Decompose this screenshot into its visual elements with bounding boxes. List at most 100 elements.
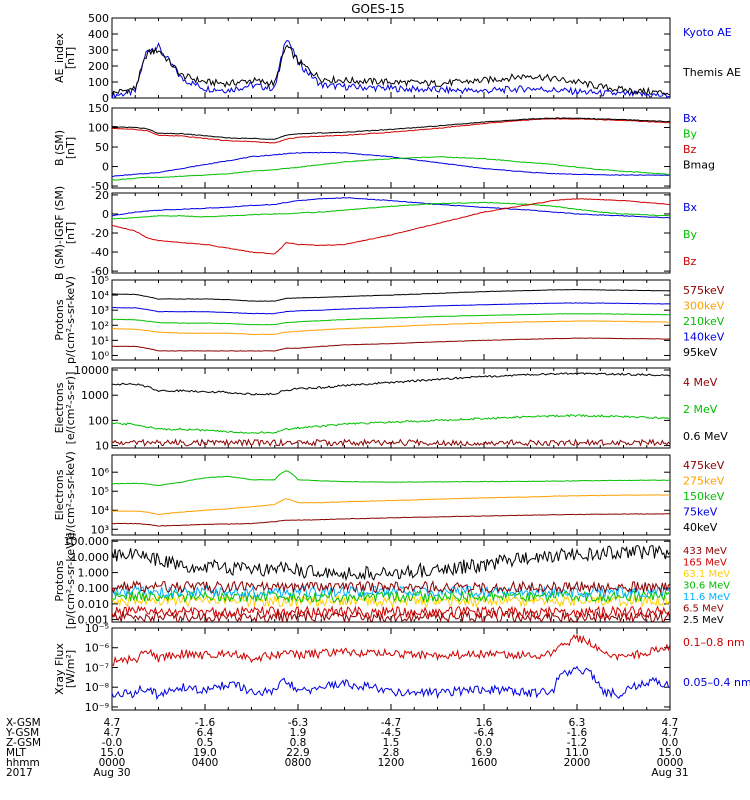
legend-75kev: 75keV bbox=[683, 506, 718, 519]
panel-protons_kev: 10⁰ 10¹ 10² 10³ 10⁴ 10⁵ Protonsp/(cm²-s-sr-keV… bbox=[53, 274, 725, 364]
y-tick-label: 10⁻⁹ bbox=[85, 701, 109, 714]
legend-by: By bbox=[683, 228, 698, 241]
series-30-6-mev bbox=[112, 589, 670, 604]
ephemeris-table: X-GSMY-GSMZ-GSMMLThhmm20174.74.7-0.015.0… bbox=[5, 717, 689, 779]
y-tick-label: 100 bbox=[88, 122, 109, 135]
ephemeris-cell: 1600 bbox=[471, 757, 498, 769]
series-2-5-mev bbox=[112, 544, 670, 582]
panel-xray: 10⁻⁹ 10⁻⁸ 10⁻⁷ 10⁻⁶ 10⁻⁵ Xray Flux[W/m²] 0.1–0… bbox=[53, 622, 750, 714]
series-kyoto-ae bbox=[112, 40, 670, 98]
y-tick-label: 10⁶ bbox=[91, 466, 110, 479]
panel-bsm: -50 0 50 100 150 B (SM)[nT] Bx By Bz Bmag bbox=[53, 102, 715, 193]
legend-bx: Bx bbox=[683, 201, 698, 214]
legend-165-mev: 165 MeV bbox=[683, 558, 727, 569]
ephemeris-row-label: MLT bbox=[6, 747, 26, 759]
legend-bz: Bz bbox=[683, 143, 697, 156]
series-165-mev bbox=[112, 605, 670, 619]
series-themis-ae bbox=[112, 44, 670, 96]
series-0-6-mev bbox=[112, 372, 670, 396]
traces bbox=[112, 197, 670, 255]
y-axis-label: p/(cm²-s-sr-keV) bbox=[64, 276, 77, 364]
y-axis-label: Xray Flux bbox=[53, 643, 66, 695]
y-tick-label: 10⁵ bbox=[91, 274, 109, 287]
legend-bz: Bz bbox=[683, 255, 697, 268]
legend-bmag: Bmag bbox=[683, 159, 715, 172]
y-axis-label: Electrons bbox=[53, 469, 66, 520]
legend-themis-ae: Themis AE bbox=[682, 66, 741, 79]
ephemeris-cell: 0.0 bbox=[476, 737, 493, 749]
ephemeris-cell: 0000 bbox=[99, 757, 126, 769]
plot-title: GOES-15 bbox=[351, 2, 405, 16]
legend-433-mev: 433 MeV bbox=[683, 546, 727, 557]
series-bz bbox=[112, 198, 670, 255]
y-axis-label: [p/(cm²-s-sr-keV)] bbox=[64, 533, 77, 630]
ephemeris-cell: 1.6 bbox=[476, 717, 493, 729]
y-tick-label: 10⁴ bbox=[91, 504, 110, 517]
ephemeris-row-label: X-GSM bbox=[6, 717, 41, 729]
legend-475kev: 475keV bbox=[683, 459, 725, 472]
ephemeris-cell: 22.9 bbox=[286, 747, 309, 759]
y-axis-label: Protons bbox=[53, 560, 66, 601]
y-tick-label: -50 bbox=[91, 180, 109, 193]
y-tick-label: 200 bbox=[88, 60, 109, 73]
series-6-5-mev bbox=[112, 580, 670, 594]
y-tick-label: -60 bbox=[91, 265, 109, 278]
series-0-05-0-4-nm bbox=[112, 665, 670, 701]
ephemeris-cell: 4.7 bbox=[104, 727, 121, 739]
ephemeris-cell: 0.8 bbox=[290, 737, 307, 749]
traces bbox=[112, 372, 670, 448]
ephemeris-row-label: Z-GSM bbox=[6, 737, 41, 749]
legend-by: By bbox=[683, 128, 698, 141]
y-tick-label: 10² bbox=[91, 319, 109, 332]
ephemeris-row-label: Y-GSM bbox=[5, 727, 39, 739]
y-tick-label: 10⁻⁷ bbox=[85, 661, 109, 674]
ephemeris-cell: 11.0 bbox=[565, 747, 588, 759]
legend-63-1-mev: 63.1 MeV bbox=[683, 569, 730, 580]
ephemeris-cell: 15.0 bbox=[658, 747, 681, 759]
y-tick-label: 400 bbox=[88, 28, 109, 41]
y-tick-label: 10³ bbox=[91, 523, 109, 536]
ephemeris-cell: -4.7 bbox=[381, 717, 402, 729]
y-tick-label: 100 bbox=[88, 414, 109, 427]
series-475kev bbox=[112, 513, 670, 527]
legend-140kev: 140keV bbox=[683, 331, 725, 344]
y-tick-label: 1.000 bbox=[78, 567, 110, 580]
ephemeris-cell: -4.5 bbox=[381, 727, 402, 739]
y-axis-label: [nT] bbox=[64, 222, 77, 244]
y-tick-label: 1000 bbox=[81, 389, 109, 402]
y-tick-label: 10⁻⁵ bbox=[85, 622, 109, 635]
ephemeris-cell: 1.9 bbox=[290, 727, 307, 739]
panel-frame bbox=[111, 279, 671, 361]
ephemeris-cell: 0.0 bbox=[662, 737, 679, 749]
series-0-1-0-8-nm bbox=[112, 633, 670, 667]
y-tick-label: 0.010 bbox=[78, 598, 110, 611]
ephemeris-cell: 0.5 bbox=[197, 737, 214, 749]
series-575kev bbox=[112, 337, 670, 352]
legend-300kev: 300keV bbox=[683, 300, 725, 313]
ephemeris-cell: 2.8 bbox=[383, 747, 400, 759]
y-tick-label: 10⁻⁸ bbox=[85, 681, 110, 694]
legend-40kev: 40keV bbox=[683, 521, 718, 534]
ephemeris-cell: 6.4 bbox=[197, 727, 214, 739]
y-axis-label: [e/(cm²-s-sr)] bbox=[64, 372, 77, 445]
y-tick-label: 100.000 bbox=[64, 535, 110, 548]
y-tick-label: 10³ bbox=[91, 304, 109, 317]
panel-frame bbox=[111, 192, 671, 274]
legend-0-6-mev: 0.6 MeV bbox=[683, 430, 728, 443]
ephemeris-cell: Aug 30 bbox=[93, 767, 130, 779]
legend-bx: Bx bbox=[683, 112, 698, 125]
y-tick-label: -40 bbox=[91, 246, 109, 259]
y-tick-label: 0 bbox=[102, 92, 109, 105]
legend-0-1-0-8-nm: 0.1–0.8 nm bbox=[683, 636, 745, 649]
ephemeris-cell: Aug 31 bbox=[651, 767, 688, 779]
legend-kyoto-ae: Kyoto AE bbox=[683, 26, 732, 39]
y-tick-label: 300 bbox=[88, 44, 109, 57]
y-tick-label: 100 bbox=[88, 76, 109, 89]
legend-150kev: 150keV bbox=[683, 490, 725, 503]
ephemeris-cell: 15.0 bbox=[100, 747, 123, 759]
y-axis-label: e/(cm²-s-sr-keV) bbox=[64, 451, 77, 539]
series-433-mev bbox=[112, 609, 670, 622]
ephemeris-cell: 0400 bbox=[192, 757, 219, 769]
y-axis-label: [nT] bbox=[64, 47, 77, 69]
